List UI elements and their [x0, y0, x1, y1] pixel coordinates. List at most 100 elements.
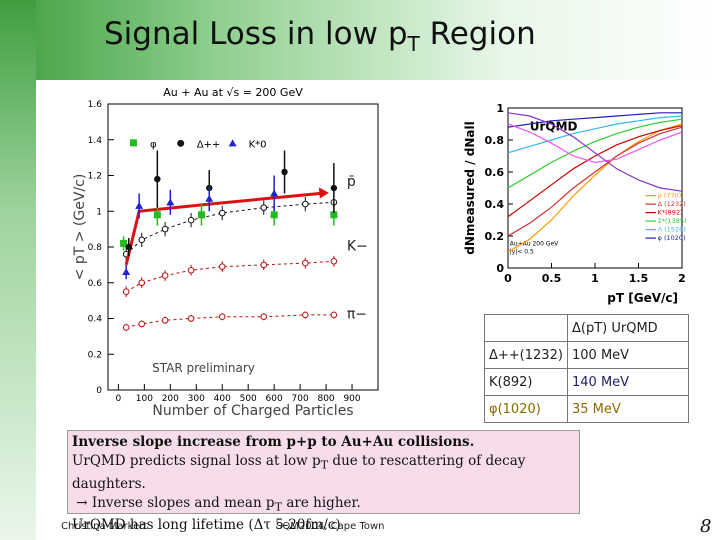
page-title: Signal Loss in low pT Region — [104, 16, 536, 56]
table-corner — [484, 314, 568, 342]
x-tick-label: 600 — [266, 394, 283, 404]
note-line-2a: UrQMD predicts signal loss at low p — [72, 453, 321, 469]
data-point — [122, 268, 131, 276]
footer-event: SQM2004, Cape Town — [276, 521, 385, 532]
title-gradient — [0, 0, 720, 80]
annotation: STAR preliminary — [152, 361, 255, 375]
data-point — [187, 266, 195, 274]
table-cell-value: 100 MeV — [567, 341, 689, 369]
table-row: K(892) 140 MeV — [484, 368, 689, 396]
data-point — [153, 211, 161, 219]
data-point — [205, 194, 214, 202]
x-tick-label: 500 — [240, 394, 257, 404]
y-tick-label: 0.8 — [485, 134, 505, 147]
data-point — [218, 209, 226, 217]
x-tick-label: 200 — [162, 394, 179, 404]
x-tick-label: 1.5 — [629, 272, 649, 285]
legend-label: φ (1020) — [658, 234, 686, 242]
legend-label: ρ (770) — [658, 192, 682, 200]
note-line-3a: → Inverse slopes and mean p — [76, 494, 275, 511]
data-point — [302, 311, 309, 319]
data-point — [154, 175, 161, 183]
curve-label: π− — [347, 307, 367, 323]
series-line — [507, 123, 683, 164]
fit-curve — [126, 314, 334, 328]
x-tick-label: 800 — [317, 394, 334, 404]
y-axis-label: dNmeasured / dNall — [463, 121, 477, 254]
x-tick-label: 1 — [591, 272, 599, 285]
y-tick-label: 1 — [496, 102, 504, 115]
data-point — [122, 324, 130, 331]
y-tick-label: 0 — [96, 386, 102, 396]
right-marks — [507, 112, 683, 253]
legend-label: K*0 — [249, 139, 267, 150]
data-point — [125, 243, 132, 251]
legend-label: Λ (1520) — [658, 226, 686, 234]
table-cell-value: 35 MeV — [567, 395, 689, 423]
legend-marker — [228, 139, 237, 147]
x-tick-label: 0 — [116, 394, 122, 404]
side-gradient — [0, 0, 36, 540]
trend-arrow-head — [318, 187, 329, 199]
data-point — [302, 200, 309, 208]
y-axis-label: < pT > (GeV/c) — [72, 174, 88, 281]
note-line-3-sub: T — [274, 500, 283, 514]
data-point — [302, 259, 309, 267]
y-tick-label: 1.2 — [88, 172, 102, 182]
legend-marker — [129, 139, 137, 147]
data-point — [281, 168, 288, 176]
series-line — [507, 125, 683, 218]
x-tick-label: 300 — [188, 394, 205, 404]
x-tick-label: 0 — [504, 272, 512, 285]
y-tick-label: 0.2 — [485, 230, 505, 243]
plot-frame — [107, 103, 379, 391]
table-cell-particle: φ(1020) — [484, 395, 568, 423]
data-point — [138, 279, 146, 287]
chart-title: Au + Au at √s = 200 GeV — [163, 86, 303, 99]
right-axes: 0 0.2 0.4 0.6 0.8 1 0 0.5 1 1.5 2pT [GeV/c] dNmeasu… — [463, 102, 687, 305]
curve-label: p̄ — [347, 174, 356, 190]
left-axes: 0 0.2 0.4 0.6 0.8 1 1.2 1.4 1.6 0 100 200 300 400 500 6… — [72, 86, 379, 419]
y-tick-label: 1.4 — [88, 136, 103, 146]
table-row: Δ++(1232) 100 MeV — [484, 341, 689, 369]
urqmd-chart: 0 0.2 0.4 0.6 0.8 1 0 0.5 1 1.5 2pT [GeV/c] dNmeasu… — [463, 102, 687, 305]
data-point — [161, 225, 169, 233]
data-point — [197, 211, 205, 219]
data-point — [187, 315, 195, 322]
y-tick-label: 0.6 — [88, 279, 103, 289]
page-number: 8 — [700, 516, 712, 537]
data-point — [135, 201, 144, 209]
x-tick-label: 700 — [292, 394, 309, 404]
data-point — [270, 211, 278, 219]
mean-pt-chart: 0 0.2 0.4 0.6 0.8 1 1.2 1.4 1.6 0 100 200 300 400 500 6… — [72, 86, 379, 419]
data-point — [138, 320, 146, 328]
data-point — [122, 288, 130, 295]
title-subscript: T — [407, 32, 420, 57]
series-line — [507, 118, 683, 189]
legend-label: Δ (1232) — [658, 200, 686, 208]
data-point — [260, 204, 268, 211]
x-tick-label: 100 — [136, 394, 153, 404]
y-tick-label: 0.4 — [485, 198, 505, 211]
legend-label: φ — [150, 139, 157, 150]
data-point — [218, 313, 226, 321]
y-tick-label: 0.4 — [88, 315, 103, 325]
note-line-3b: are higher. — [282, 494, 361, 511]
data-point — [166, 198, 175, 206]
note-line-1: Inverse slope increase from p+p to Au+Au… — [72, 434, 475, 450]
curve-label: K− — [347, 239, 368, 255]
trend-arrow-line — [124, 191, 322, 266]
table-cell-particle: K(892) — [484, 368, 568, 396]
title-end: Region — [419, 16, 536, 52]
note-line-3: → Inverse slopes and mean pT are higher. — [72, 494, 575, 517]
legend-label: K*(892) — [658, 209, 683, 217]
series-line — [507, 123, 683, 253]
table-cell-particle: Δ++(1232) — [484, 341, 568, 369]
legend-label: Σ*(1385) — [658, 217, 687, 225]
data-point — [161, 272, 169, 279]
left-marks — [120, 150, 338, 332]
data-point — [218, 263, 226, 270]
table-cell-value: 140 MeV — [567, 368, 689, 396]
summary-note: Inverse slope increase from p+p to Au+Au… — [67, 430, 580, 533]
note-line-2-sub: T — [320, 458, 329, 472]
